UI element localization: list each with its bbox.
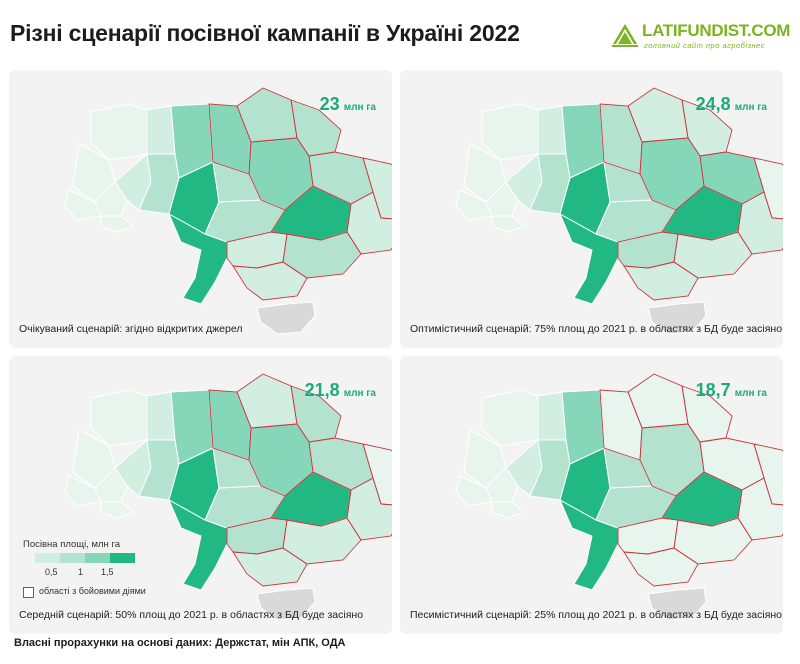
region-chernivtsi bbox=[100, 215, 134, 233]
logo-icon bbox=[612, 24, 638, 47]
region-ivano bbox=[485, 181, 519, 217]
source-note: Власні прорахунки на основі даних: Держс… bbox=[14, 637, 346, 649]
scenario-caption: Середній сценарій: 50% площ до 2021 р. в… bbox=[19, 609, 364, 621]
region-zakarpattia bbox=[455, 475, 493, 507]
legend-title: Посівна площі, млн га bbox=[23, 539, 120, 550]
logo-name: LATIFUNDIST.COM bbox=[642, 21, 791, 40]
legend-swatch bbox=[110, 553, 135, 563]
combat-zone-label: області з бойовими діями bbox=[39, 586, 146, 596]
sown-area-value: 23 млн га bbox=[319, 94, 376, 114]
sown-area-value: 24,8 млн га bbox=[695, 94, 767, 114]
scenario-panel-medium: 21,8 млн га Посівна площі, млн га 0,5 1 1… bbox=[9, 356, 392, 634]
region-rivne bbox=[537, 391, 567, 441]
region-chernivtsi bbox=[491, 215, 525, 233]
combat-border-kherson bbox=[232, 547, 308, 587]
legend-swatch bbox=[85, 553, 110, 563]
combat-border-kherson bbox=[623, 261, 699, 301]
region-volyn bbox=[481, 389, 539, 447]
map-legend: Посівна площі, млн га 0,5 1 1,5 області … bbox=[23, 539, 163, 599]
sown-area-value: 21,8 млн га bbox=[304, 380, 376, 400]
page-title: Різні сценарії посівної кампанії в Украї… bbox=[10, 20, 520, 46]
region-crimea bbox=[256, 301, 316, 335]
region-zakarpattia bbox=[64, 189, 102, 221]
combat-border-kherson bbox=[232, 261, 308, 301]
region-crimea bbox=[647, 587, 707, 621]
region-ivano bbox=[94, 181, 128, 217]
ukraine-map bbox=[64, 373, 392, 621]
logo-tagline: головний сайт про агробізнес bbox=[644, 41, 766, 50]
header: Різні сценарії посівної кампанії в Украї… bbox=[0, 0, 800, 64]
combat-border-kherson bbox=[623, 547, 699, 587]
region-volyn bbox=[90, 389, 148, 447]
region-zakarpattia bbox=[64, 475, 102, 507]
scenario-panel-expected: 23 млн га Очікуваний сценарій: згідно від… bbox=[9, 70, 392, 348]
region-rivne bbox=[537, 105, 567, 155]
combat-zone-swatch bbox=[23, 587, 34, 598]
region-volyn bbox=[90, 103, 148, 161]
region-rivne bbox=[146, 391, 176, 441]
legend-tick: 1,5 bbox=[101, 567, 114, 577]
region-rivne bbox=[146, 105, 176, 155]
ukraine-map bbox=[455, 87, 783, 335]
scenario-panel-optimistic: 24,8 млн га Оптимістичний сценарій: 75% п… bbox=[400, 70, 783, 348]
ukraine-map bbox=[455, 373, 783, 621]
scenario-caption: Оптимістичний сценарій: 75% площ до 2021… bbox=[410, 323, 783, 335]
legend-scale bbox=[35, 553, 137, 563]
scenario-panel-pessimistic: 18,7 млн га Песимістичний сценарій: 25% п… bbox=[400, 356, 783, 634]
logo[interactable]: LATIFUNDIST.COM головний сайт про агробі… bbox=[610, 20, 792, 56]
region-chernivtsi bbox=[491, 501, 525, 519]
legend-tick: 0,5 bbox=[45, 567, 58, 577]
legend-swatch bbox=[35, 553, 60, 563]
legend-swatch bbox=[60, 553, 85, 563]
legend-tick: 1 bbox=[78, 567, 84, 577]
sown-area-value: 18,7 млн га bbox=[695, 380, 767, 400]
region-crimea bbox=[647, 301, 707, 335]
region-ivano bbox=[94, 467, 128, 503]
ukraine-map bbox=[64, 87, 392, 335]
region-ivano bbox=[485, 467, 519, 503]
region-crimea bbox=[256, 587, 316, 621]
scenario-caption: Песимістичний сценарій: 25% площ до 2021… bbox=[410, 609, 783, 621]
region-chernivtsi bbox=[100, 501, 134, 519]
region-zakarpattia bbox=[455, 189, 493, 221]
region-volyn bbox=[481, 103, 539, 161]
scenario-caption: Очікуваний сценарій: згідно відкритих дж… bbox=[19, 323, 243, 335]
